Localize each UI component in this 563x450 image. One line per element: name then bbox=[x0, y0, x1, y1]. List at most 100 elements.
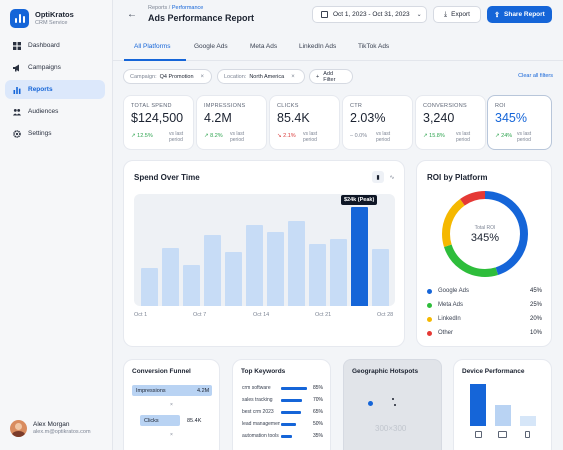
export-label: Export bbox=[451, 11, 470, 18]
tab-linkedin-ads[interactable]: LinkedIn Ads bbox=[299, 43, 337, 50]
keyword-row[interactable]: crm software 85% bbox=[242, 384, 332, 392]
donut-center-label: Total ROI bbox=[474, 224, 496, 231]
bar[interactable] bbox=[330, 239, 347, 306]
kpi-value: 345% bbox=[495, 111, 527, 125]
tab-all-platforms[interactable]: All Platforms bbox=[134, 43, 171, 50]
bar[interactable] bbox=[372, 249, 389, 306]
share-report-button[interactable]: ⇪ Share Report bbox=[487, 6, 552, 23]
breadcrumb-separator: / bbox=[168, 5, 171, 11]
dashboard-icon bbox=[13, 41, 21, 50]
bar[interactable] bbox=[309, 244, 326, 306]
kpi-delta: ↗ 24% bbox=[495, 133, 513, 139]
donut-slice-other[interactable] bbox=[442, 191, 528, 277]
brand[interactable]: OptiKratos CRM Service bbox=[10, 9, 74, 28]
sidebar-item-audiences[interactable]: Audiences bbox=[5, 102, 105, 121]
kpi-period: vs last period bbox=[303, 131, 318, 144]
kpi-value: 2.03% bbox=[350, 111, 386, 125]
keyword-percent: 85% bbox=[313, 385, 324, 391]
map-hotspot-marker[interactable] bbox=[368, 401, 373, 406]
export-button[interactable]: ⤓ Export bbox=[433, 6, 481, 23]
chevron-down-icon: ⌄ bbox=[416, 12, 422, 18]
kpi-card-impressions[interactable]: IMPRESSIONS 4.2M ↗ 8.2% vs last period bbox=[196, 95, 267, 150]
user-name: Alex Morgan bbox=[33, 420, 70, 428]
bar[interactable] bbox=[204, 235, 221, 306]
close-icon[interactable]: × bbox=[291, 73, 295, 80]
kpi-period: vs last period bbox=[517, 131, 532, 144]
bar-chart-toggle-icon[interactable]: ▮ bbox=[372, 171, 384, 183]
filter-chip-campaign[interactable]: Campaign: Q4 Promotion × bbox=[123, 69, 212, 84]
platform-tabs: All Platforms Google Ads Meta Ads Linked… bbox=[113, 37, 563, 61]
sidebar-item-campaigns[interactable]: Campaigns bbox=[5, 58, 105, 77]
sidebar-item-label: Campaigns bbox=[28, 64, 61, 71]
keyword-bar bbox=[281, 387, 307, 390]
user-profile[interactable]: Alex Morgan alex.m@optikratos.com bbox=[10, 420, 91, 437]
keyword-row[interactable]: automation tools 35% bbox=[242, 432, 332, 440]
sidebar-item-label: Dashboard bbox=[28, 42, 60, 49]
legend-dot bbox=[427, 330, 432, 336]
add-filter-label: Add Filter bbox=[323, 70, 336, 83]
close-icon[interactable]: × bbox=[200, 73, 205, 80]
kpi-card-conversions[interactable]: CONVERSIONS 3,240 ↗ 15.8% vs last period bbox=[415, 95, 486, 150]
funnel-connector: × bbox=[170, 402, 173, 408]
keyword-row[interactable]: best crm 2023 65% bbox=[242, 408, 332, 416]
top-keywords-panel: Top Keywords crm software 85% sales tracki… bbox=[232, 359, 331, 450]
trend-up-icon: ↗ bbox=[204, 133, 211, 139]
laptop-icon bbox=[498, 431, 507, 438]
device-bar-chart bbox=[464, 382, 544, 426]
keyword-bar bbox=[281, 435, 292, 438]
tab-tiktok-ads[interactable]: TikTok Ads bbox=[358, 43, 390, 50]
bar[interactable] bbox=[141, 268, 158, 306]
date-range-picker[interactable]: Oct 1, 2023 - Oct 31, 2023 ⌄ bbox=[312, 6, 427, 23]
keyword-percent: 35% bbox=[313, 433, 324, 439]
clear-filters-link[interactable]: Clear all filters bbox=[518, 73, 553, 79]
filter-chip-location[interactable]: Location: North America × bbox=[217, 69, 305, 84]
keyword-row[interactable]: sales tracking 70% bbox=[242, 396, 332, 404]
map-hotspot-marker[interactable] bbox=[392, 398, 394, 400]
keyword-row[interactable]: lead management 50% bbox=[242, 420, 332, 428]
kpi-value: 4.2M bbox=[204, 111, 232, 125]
kpi-card-roi[interactable]: ROI 345% ↗ 24% vs last period bbox=[487, 95, 552, 150]
kpi-label: IMPRESSIONS bbox=[204, 103, 246, 109]
funnel-step-clicks[interactable]: Clicks bbox=[140, 415, 180, 426]
bar[interactable] bbox=[183, 265, 200, 306]
filter-key: Location: bbox=[224, 73, 247, 80]
geographic-hotspots-panel: Geographic Hotspots 300×300 bbox=[343, 359, 442, 450]
kpi-card-ctr[interactable]: CTR 2.03% – 0.0% vs last period bbox=[342, 95, 413, 150]
bar[interactable] bbox=[246, 225, 263, 306]
donut-slice-linkedin[interactable] bbox=[442, 191, 528, 277]
kpi-value: 85.4K bbox=[277, 111, 310, 125]
app-name: OptiKratos bbox=[35, 10, 74, 19]
kpi-card-clicks[interactable]: CLICKS 85.4K ↘ 2.1% vs last period bbox=[269, 95, 340, 150]
funnel-step-value: 85.4K bbox=[187, 418, 202, 424]
donut-slice-meta-ads[interactable] bbox=[442, 191, 528, 277]
sidebar-item-reports[interactable]: Reports bbox=[5, 80, 105, 99]
bar[interactable] bbox=[288, 221, 305, 306]
sidebar-item-dashboard[interactable]: Dashboard bbox=[5, 36, 105, 55]
legend-dot bbox=[427, 316, 432, 322]
tab-meta-ads[interactable]: Meta Ads bbox=[250, 43, 278, 50]
funnel-step-impressions[interactable]: Impressions bbox=[132, 385, 212, 396]
x-tick-label: Oct 21 bbox=[315, 312, 332, 318]
bar[interactable] bbox=[225, 252, 242, 306]
bar[interactable] bbox=[162, 248, 179, 306]
add-filter-button[interactable]: + Add Filter bbox=[309, 69, 353, 84]
breadcrumb-root[interactable]: Reports bbox=[148, 5, 168, 11]
keyword-bar-track bbox=[281, 411, 311, 414]
legend-item-linkedin: LinkedIn 20% bbox=[427, 314, 542, 324]
sidebar-item-label: Settings bbox=[28, 130, 52, 137]
bar-peak[interactable] bbox=[351, 207, 368, 306]
panel-title: ROI by Platform bbox=[427, 173, 488, 182]
download-icon: ⤓ bbox=[444, 10, 448, 18]
panel-title: Top Keywords bbox=[241, 368, 286, 375]
back-arrow-icon[interactable]: ← bbox=[127, 9, 137, 20]
map-hotspot-marker[interactable] bbox=[394, 404, 396, 406]
bar[interactable] bbox=[267, 232, 284, 306]
kpi-card-total-spend[interactable]: TOTAL SPEND $124,500 ↗ 12.5% vs last per… bbox=[123, 95, 194, 150]
tab-google-ads[interactable]: Google Ads bbox=[194, 43, 228, 50]
line-chart-toggle-icon[interactable]: ∿ bbox=[389, 174, 395, 181]
app-subtitle: CRM Service bbox=[35, 19, 68, 26]
keyword-name: crm software bbox=[242, 385, 271, 391]
legend-dot bbox=[427, 288, 432, 294]
app-logo-icon bbox=[10, 9, 29, 28]
sidebar-item-settings[interactable]: Settings bbox=[5, 124, 105, 143]
